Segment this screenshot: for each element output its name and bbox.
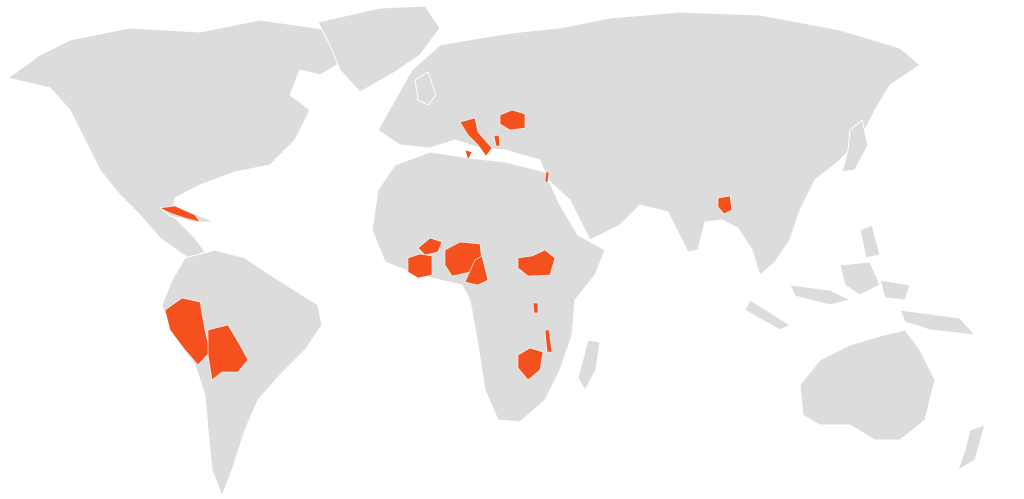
region-cuba	[158, 205, 201, 223]
region-south-sudan	[517, 249, 556, 277]
region-romania	[499, 109, 526, 131]
region-bangladesh	[717, 195, 733, 215]
region-albania	[493, 134, 501, 147]
japan	[841, 119, 869, 173]
region-malawi	[544, 329, 553, 353]
africa	[371, 151, 606, 423]
region-cote-divoire-ghana	[407, 253, 433, 279]
region-italy	[459, 117, 493, 161]
southeast-asia-islands	[744, 224, 977, 336]
north-america	[6, 19, 346, 259]
region-bolivia	[207, 324, 249, 381]
south-america	[161, 249, 323, 498]
region-burkina-faso	[417, 237, 443, 256]
region-lebanon	[544, 171, 550, 183]
madagascar	[577, 339, 601, 392]
land-layer	[6, 5, 986, 498]
greenland	[317, 5, 441, 93]
region-cameroon	[464, 255, 489, 286]
region-rwanda-burundi	[532, 302, 539, 314]
region-zimbabwe	[517, 347, 544, 381]
highlight-layer	[158, 109, 733, 381]
australia	[799, 329, 936, 441]
new-zealand	[957, 424, 986, 472]
uk-ireland	[414, 71, 437, 106]
